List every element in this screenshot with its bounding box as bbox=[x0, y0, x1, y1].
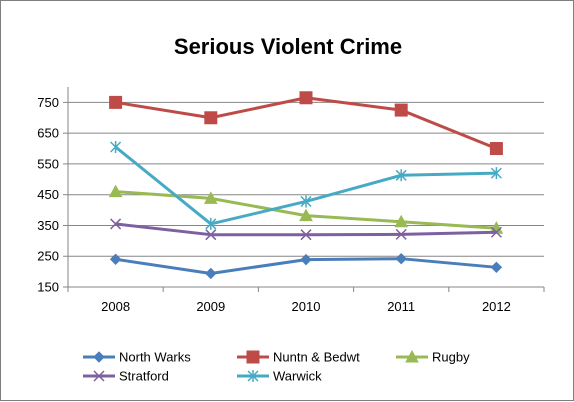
series-2 bbox=[108, 184, 504, 234]
data-point bbox=[300, 229, 312, 241]
data-point bbox=[203, 191, 218, 204]
legend-item: North Warks bbox=[83, 350, 191, 365]
y-tick-label: 650 bbox=[37, 126, 59, 141]
y-tick-label: 150 bbox=[37, 280, 59, 295]
y-tick-label: 750 bbox=[37, 95, 59, 110]
x-tick-label: 2009 bbox=[196, 299, 225, 314]
legend-marker bbox=[93, 351, 105, 363]
chart-title: Serious Violent Crime bbox=[174, 34, 402, 59]
axes bbox=[67, 87, 544, 288]
data-point bbox=[108, 184, 123, 198]
x-tick-label: 2011 bbox=[387, 299, 415, 314]
data-point bbox=[490, 167, 502, 180]
data-point bbox=[204, 111, 218, 125]
data-point bbox=[395, 169, 407, 182]
data-point bbox=[109, 253, 122, 266]
data-point bbox=[394, 214, 409, 228]
series-0 bbox=[109, 252, 503, 280]
data-point bbox=[205, 267, 217, 280]
legend-marker bbox=[247, 370, 259, 382]
data-point bbox=[110, 218, 122, 230]
legend-item: Rugby bbox=[396, 350, 470, 365]
legend-item: Nuntn & Bedwt bbox=[237, 350, 360, 365]
x-axis-ticks: 2008 2009 2010 2011 2012 bbox=[67, 287, 545, 314]
legend-label: Rugby bbox=[432, 350, 470, 365]
data-point bbox=[395, 252, 407, 265]
x-tick-label: 2008 bbox=[101, 299, 130, 314]
data-point bbox=[489, 142, 503, 156]
series-3 bbox=[110, 218, 502, 241]
data-point bbox=[299, 91, 313, 105]
legend-marker bbox=[93, 370, 105, 382]
data-point bbox=[300, 195, 312, 208]
data-point bbox=[394, 103, 408, 117]
legend-label: Warwick bbox=[273, 369, 322, 384]
data-point bbox=[299, 208, 313, 222]
series-line bbox=[115, 96, 497, 150]
y-tick-label: 250 bbox=[37, 249, 59, 264]
legend-marker bbox=[405, 349, 419, 363]
x-tick-label: 2010 bbox=[292, 299, 321, 314]
y-tick-label: 350 bbox=[37, 218, 59, 233]
legend-label: Stratford bbox=[119, 369, 169, 384]
series-4 bbox=[110, 141, 502, 230]
legend-item: Stratford bbox=[83, 369, 169, 384]
legend-marker bbox=[246, 350, 260, 364]
x-tick-label: 2012 bbox=[482, 299, 511, 314]
data-point bbox=[109, 95, 123, 109]
legend-label: North Warks bbox=[119, 350, 191, 365]
data-point bbox=[205, 229, 217, 241]
y-axis-ticks: 150 250 350 450 550 650 750 bbox=[37, 95, 68, 295]
legend-item: Warwick bbox=[237, 369, 322, 384]
series-group bbox=[108, 91, 504, 280]
data-point bbox=[110, 141, 122, 153]
series-1 bbox=[109, 91, 503, 156]
legend: North Warks Nuntn & Bedwt Rugby Stratford Wa… bbox=[83, 350, 470, 384]
data-point bbox=[300, 253, 312, 266]
data-point bbox=[395, 228, 407, 240]
data-point bbox=[490, 261, 503, 274]
data-point bbox=[205, 217, 217, 230]
y-tick-label: 450 bbox=[37, 187, 59, 202]
data-point bbox=[490, 226, 502, 238]
legend-label: Nuntn & Bedwt bbox=[273, 350, 360, 365]
y-tick-label: 550 bbox=[37, 156, 59, 171]
